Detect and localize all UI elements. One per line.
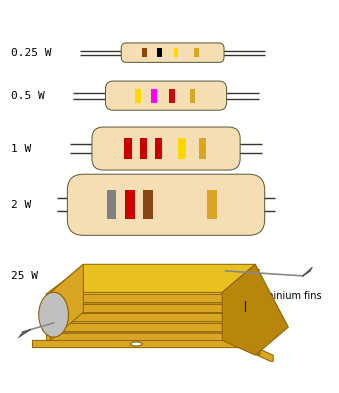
Ellipse shape [39, 292, 68, 337]
Bar [207, 190, 217, 219]
Polygon shape [227, 314, 260, 336]
Polygon shape [46, 289, 260, 314]
Bar [174, 48, 178, 57]
Bar [152, 89, 157, 103]
Bar [142, 48, 147, 57]
Bar [194, 48, 199, 57]
Bar [178, 138, 185, 159]
Bar [135, 89, 141, 103]
Polygon shape [227, 294, 260, 317]
Polygon shape [46, 298, 260, 323]
FancyBboxPatch shape [92, 127, 240, 170]
Ellipse shape [131, 342, 142, 346]
Polygon shape [46, 270, 260, 294]
Bar [155, 138, 162, 159]
Bar [178, 190, 187, 219]
Polygon shape [46, 314, 227, 321]
Polygon shape [46, 332, 227, 340]
Bar [169, 89, 175, 103]
Polygon shape [227, 304, 260, 327]
Polygon shape [46, 323, 227, 331]
Polygon shape [46, 279, 260, 304]
Bar [157, 48, 162, 57]
Text: 0.5 W: 0.5 W [11, 91, 44, 101]
Bar [125, 190, 135, 219]
Polygon shape [227, 323, 260, 345]
Text: 25 W: 25 W [11, 271, 38, 281]
FancyBboxPatch shape [67, 174, 265, 235]
Polygon shape [33, 340, 273, 362]
Bar [106, 190, 116, 219]
Text: 0.25 W: 0.25 W [11, 48, 51, 58]
Polygon shape [222, 264, 288, 355]
Bar [124, 138, 132, 159]
Polygon shape [46, 308, 260, 332]
Polygon shape [46, 304, 227, 312]
Polygon shape [227, 332, 260, 355]
Polygon shape [50, 264, 255, 292]
Bar [190, 89, 196, 103]
FancyBboxPatch shape [121, 43, 224, 62]
Bar [143, 190, 153, 219]
Polygon shape [46, 294, 227, 302]
Bar [199, 138, 206, 159]
FancyBboxPatch shape [105, 81, 226, 110]
Text: aluminium fins: aluminium fins [249, 291, 321, 301]
Polygon shape [50, 264, 83, 340]
Text: 2 W: 2 W [11, 200, 31, 210]
Text: 1 W: 1 W [11, 143, 31, 154]
Bar [140, 138, 147, 159]
